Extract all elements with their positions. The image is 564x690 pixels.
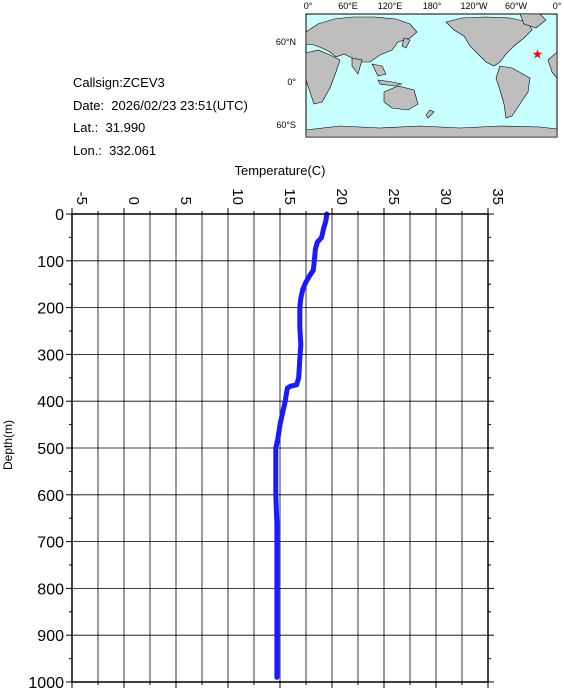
y-tick-label: 0	[55, 207, 64, 224]
map-lon-label: 120°E	[378, 1, 403, 11]
x-tick-label: 10	[229, 188, 246, 205]
longitude-text: Lon.: 332.061	[73, 142, 157, 158]
x-tick-label: 30	[437, 188, 454, 205]
map-lat-label: 60°N	[276, 37, 296, 47]
map-lat-label: 0°	[287, 77, 296, 87]
callsign-text: Callsign:ZCEV3	[73, 75, 165, 90]
y-tick-label: 600	[37, 488, 64, 505]
y-tick-label: 400	[37, 394, 64, 411]
x-tick-label: 5	[177, 197, 194, 205]
temperature-profile-line	[273, 211, 330, 680]
x-tick-labels: -5 0 5 10 15 20 25 30 35	[73, 188, 506, 205]
map-lon-label: 0°	[553, 1, 562, 11]
chart-grid	[66, 208, 494, 688]
x-tick-label: -5	[73, 192, 90, 205]
map-lon-label: 0°	[304, 1, 313, 11]
y-tick-label: 500	[37, 441, 64, 458]
y-axis-label: Depth(m)	[1, 420, 15, 470]
x-tick-label: 25	[385, 188, 402, 205]
map-lon-label: 120°W	[460, 1, 488, 11]
location-map: 0° 60°E 120°E 180° 120°W 60°W 0° 60°N 0°…	[276, 1, 562, 138]
x-tick-label: 15	[281, 188, 298, 205]
x-axis-label: Temperature(C)	[234, 163, 325, 178]
y-tick-label: 100	[37, 254, 64, 271]
x-tick-label: 0	[125, 197, 142, 205]
station-marker-icon: ★	[532, 47, 544, 62]
y-tick-label: 700	[37, 535, 64, 552]
map-lat-label: 60°S	[276, 120, 296, 130]
date-text: Date: 2026/02/23 23:51(UTC)	[73, 97, 248, 113]
chart-series	[273, 211, 330, 680]
y-tick-label: 900	[37, 628, 64, 645]
station-info: Callsign:ZCEV3 Date: 2026/02/23 23:51(UT…	[73, 72, 248, 162]
y-tick-labels: 0 100 200 300 400 500 600 700 800 900 1000	[28, 207, 64, 690]
map-land	[305, 13, 558, 138]
map-top-labels: 0° 60°E 120°E 180° 120°W 60°W 0°	[304, 1, 562, 11]
x-tick-label: 35	[489, 188, 506, 205]
y-tick-label: 200	[37, 301, 64, 318]
map-lon-label: 60°E	[338, 1, 358, 11]
map-lon-label: 60°W	[505, 1, 528, 11]
map-left-labels: 60°N 0° 60°S	[276, 37, 297, 130]
plot-frame	[71, 213, 489, 683]
map-lon-label: 180°	[423, 1, 442, 11]
x-tick-label: 20	[333, 188, 350, 205]
y-tick-label: 800	[37, 581, 64, 598]
y-tick-label: 1000	[28, 675, 64, 690]
latitude-text: Lat.: 31.990	[73, 120, 146, 135]
y-tick-label: 300	[37, 347, 64, 364]
